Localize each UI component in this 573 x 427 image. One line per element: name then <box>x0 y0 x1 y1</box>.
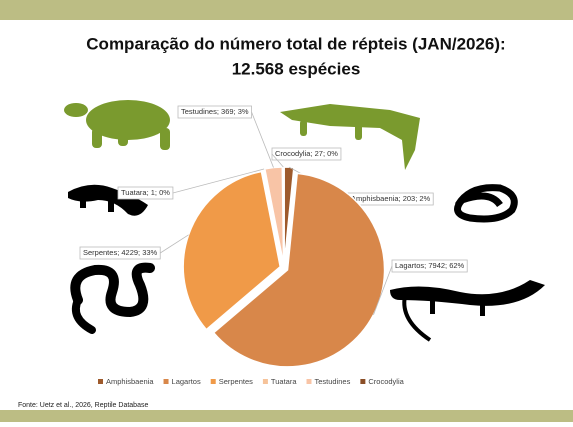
legend-label: Amphisbaenia <box>106 377 154 386</box>
snake-tail <box>76 300 92 330</box>
leader-line <box>252 112 274 168</box>
legend-label: Crocodylia <box>368 377 404 386</box>
data-label: Serpentes; 4229; 33% <box>83 248 158 257</box>
legend-label: Lagartos <box>172 377 201 386</box>
legend-swatch <box>263 379 268 384</box>
top-bar <box>0 0 573 20</box>
legend-swatch <box>360 379 365 384</box>
legend-label: Serpentes <box>219 377 253 386</box>
legend-swatch <box>98 379 103 384</box>
legend-label: Tuatara <box>271 377 297 386</box>
chart-title: Comparação do número total de répteis (J… <box>86 34 505 53</box>
chart-subtitle: 12.568 espécies <box>232 59 361 78</box>
bottom-bar <box>0 410 573 422</box>
amphisbaenian-icon <box>458 188 515 219</box>
turtle-icon <box>64 100 170 150</box>
legend-label: Testudines <box>315 377 351 386</box>
legend: Amphisbaenia Lagartos Serpentes Tuatara Test… <box>98 377 405 386</box>
legend-swatch <box>164 379 169 384</box>
snake-icon <box>75 268 150 312</box>
data-label: Tuatara; 1; 0% <box>121 188 170 197</box>
legend-swatch <box>211 379 216 384</box>
lizard-icon <box>390 280 545 340</box>
legend-swatch <box>307 379 312 384</box>
data-label: Lagartos; 7942; 62% <box>395 261 465 270</box>
slide: Comparação do número total de répteis (J… <box>0 0 573 422</box>
data-label: Crocodylia; 27; 0% <box>275 149 338 158</box>
data-label: Testudines; 369; 3% <box>181 107 249 116</box>
source-note: Fonte: Uetz et al., 2026, Reptile Databa… <box>18 402 148 409</box>
data-label: Amphisbaenia; 203; 2% <box>351 194 431 203</box>
